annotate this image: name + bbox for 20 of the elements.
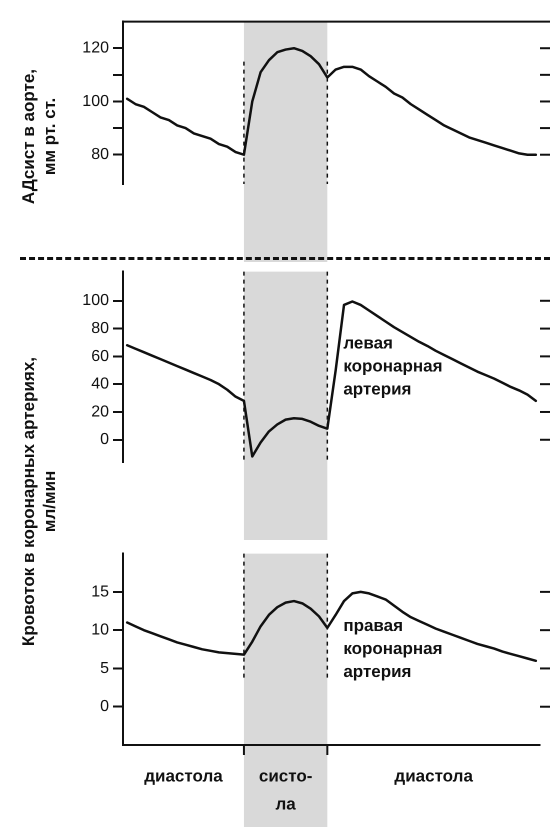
y-tick-label: 100 <box>82 292 110 310</box>
y-tick-label: 80 <box>91 146 110 164</box>
y-tick-label: 120 <box>82 40 110 57</box>
series-label: левая коронарная артерия <box>343 333 443 398</box>
text: диастола <box>144 766 224 786</box>
y-tick-label: 0 <box>100 698 110 716</box>
y-tick-label: 100 <box>82 92 110 110</box>
y-tick-label: 20 <box>91 403 110 420</box>
series-label: правая коронарная артерия <box>343 616 443 681</box>
y-axis-title: АДсист в аорте, мм рт. ст. <box>18 69 60 205</box>
y-tick-label: 10 <box>91 622 110 639</box>
text: диастола <box>394 766 474 786</box>
y-tick-label: 80 <box>91 320 110 337</box>
y-tick-label: 5 <box>100 660 110 677</box>
y-tick-label: 60 <box>91 348 110 365</box>
y-tick-label: 0 <box>100 431 110 448</box>
y-tick-label: 15 <box>91 583 110 600</box>
y-tick-label: 40 <box>91 376 110 393</box>
text: систо-ла <box>258 766 312 814</box>
y-axis-title: Кровоток в коронарных артериях, мл/мин <box>18 356 60 646</box>
